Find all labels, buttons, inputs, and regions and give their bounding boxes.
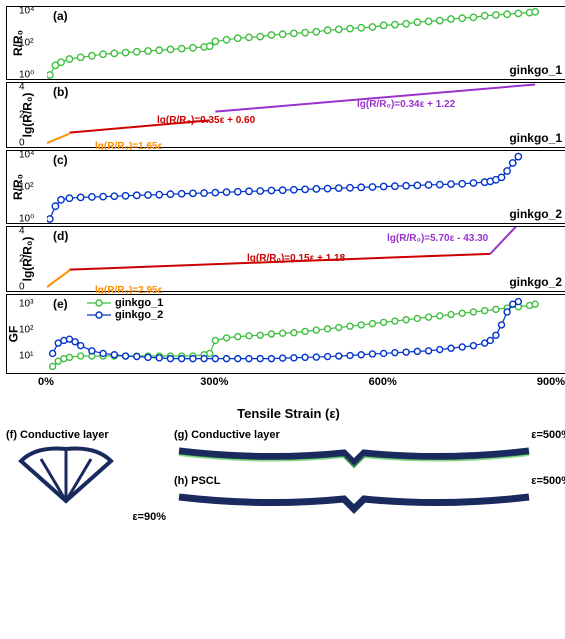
ytick: 10² — [19, 38, 33, 49]
ytick: 0 — [19, 282, 25, 293]
panel-a: R/R₀(a)ginkgo_110⁰10²10⁴ — [6, 6, 565, 80]
stretched-g — [174, 441, 534, 471]
ytick: 10¹ — [19, 351, 33, 362]
legend: ginkgo_1ginkgo_2 — [87, 297, 163, 321]
panel-b: lg(R/R₀)(b)ginkgo_1024lg(R/R₀)=1.65εlg(R… — [6, 82, 565, 148]
xtick: 900% — [537, 376, 565, 388]
leaf-diagram — [6, 441, 126, 511]
diagram-label-g: (g) Conductive layer — [174, 429, 280, 441]
ytick: 4 — [19, 82, 25, 93]
strain-f: ε=90% — [6, 511, 166, 523]
xtick: 300% — [200, 376, 228, 388]
ytick: 10³ — [19, 299, 33, 310]
plot-c — [47, 151, 552, 223]
panel-d: lg(R/R₀)(d)ginkgo_2024lg(R/R₀)=2.95εlg(R… — [6, 226, 565, 292]
ytick: 0 — [19, 138, 25, 149]
ytick: 4 — [19, 226, 25, 237]
ytick: 10⁰ — [19, 214, 34, 225]
stretched-h — [174, 487, 534, 517]
strain-g: ε=500% — [531, 429, 565, 441]
diagram-label-h: (h) PSCL — [174, 475, 220, 487]
ytick: 10⁴ — [19, 6, 34, 17]
ytick: 2 — [19, 254, 25, 265]
panel-c: R/R₀(c)ginkgo_210⁰10²10⁴ — [6, 150, 565, 224]
ytick: 10⁴ — [19, 150, 34, 161]
diagram-row: (f) Conductive layer ε=90% (g) Conductiv… — [6, 429, 565, 523]
plot-b — [47, 83, 552, 147]
xtick: 600% — [369, 376, 397, 388]
ytick: 2 — [19, 110, 25, 121]
ytick: 10⁰ — [19, 70, 34, 81]
panel-e: GF(e)10¹10²10³ginkgo_1ginkgo_2 — [6, 294, 565, 374]
plot-d — [47, 227, 552, 291]
ytick: 10² — [19, 325, 33, 336]
plot-a — [47, 7, 552, 79]
xlabel: Tensile Strain (ε) — [6, 406, 565, 421]
strain-h: ε=500% — [531, 475, 565, 487]
xtick: 0% — [38, 376, 54, 388]
ytick: 10² — [19, 182, 33, 193]
diagram-label-f: (f) Conductive layer — [6, 429, 166, 441]
